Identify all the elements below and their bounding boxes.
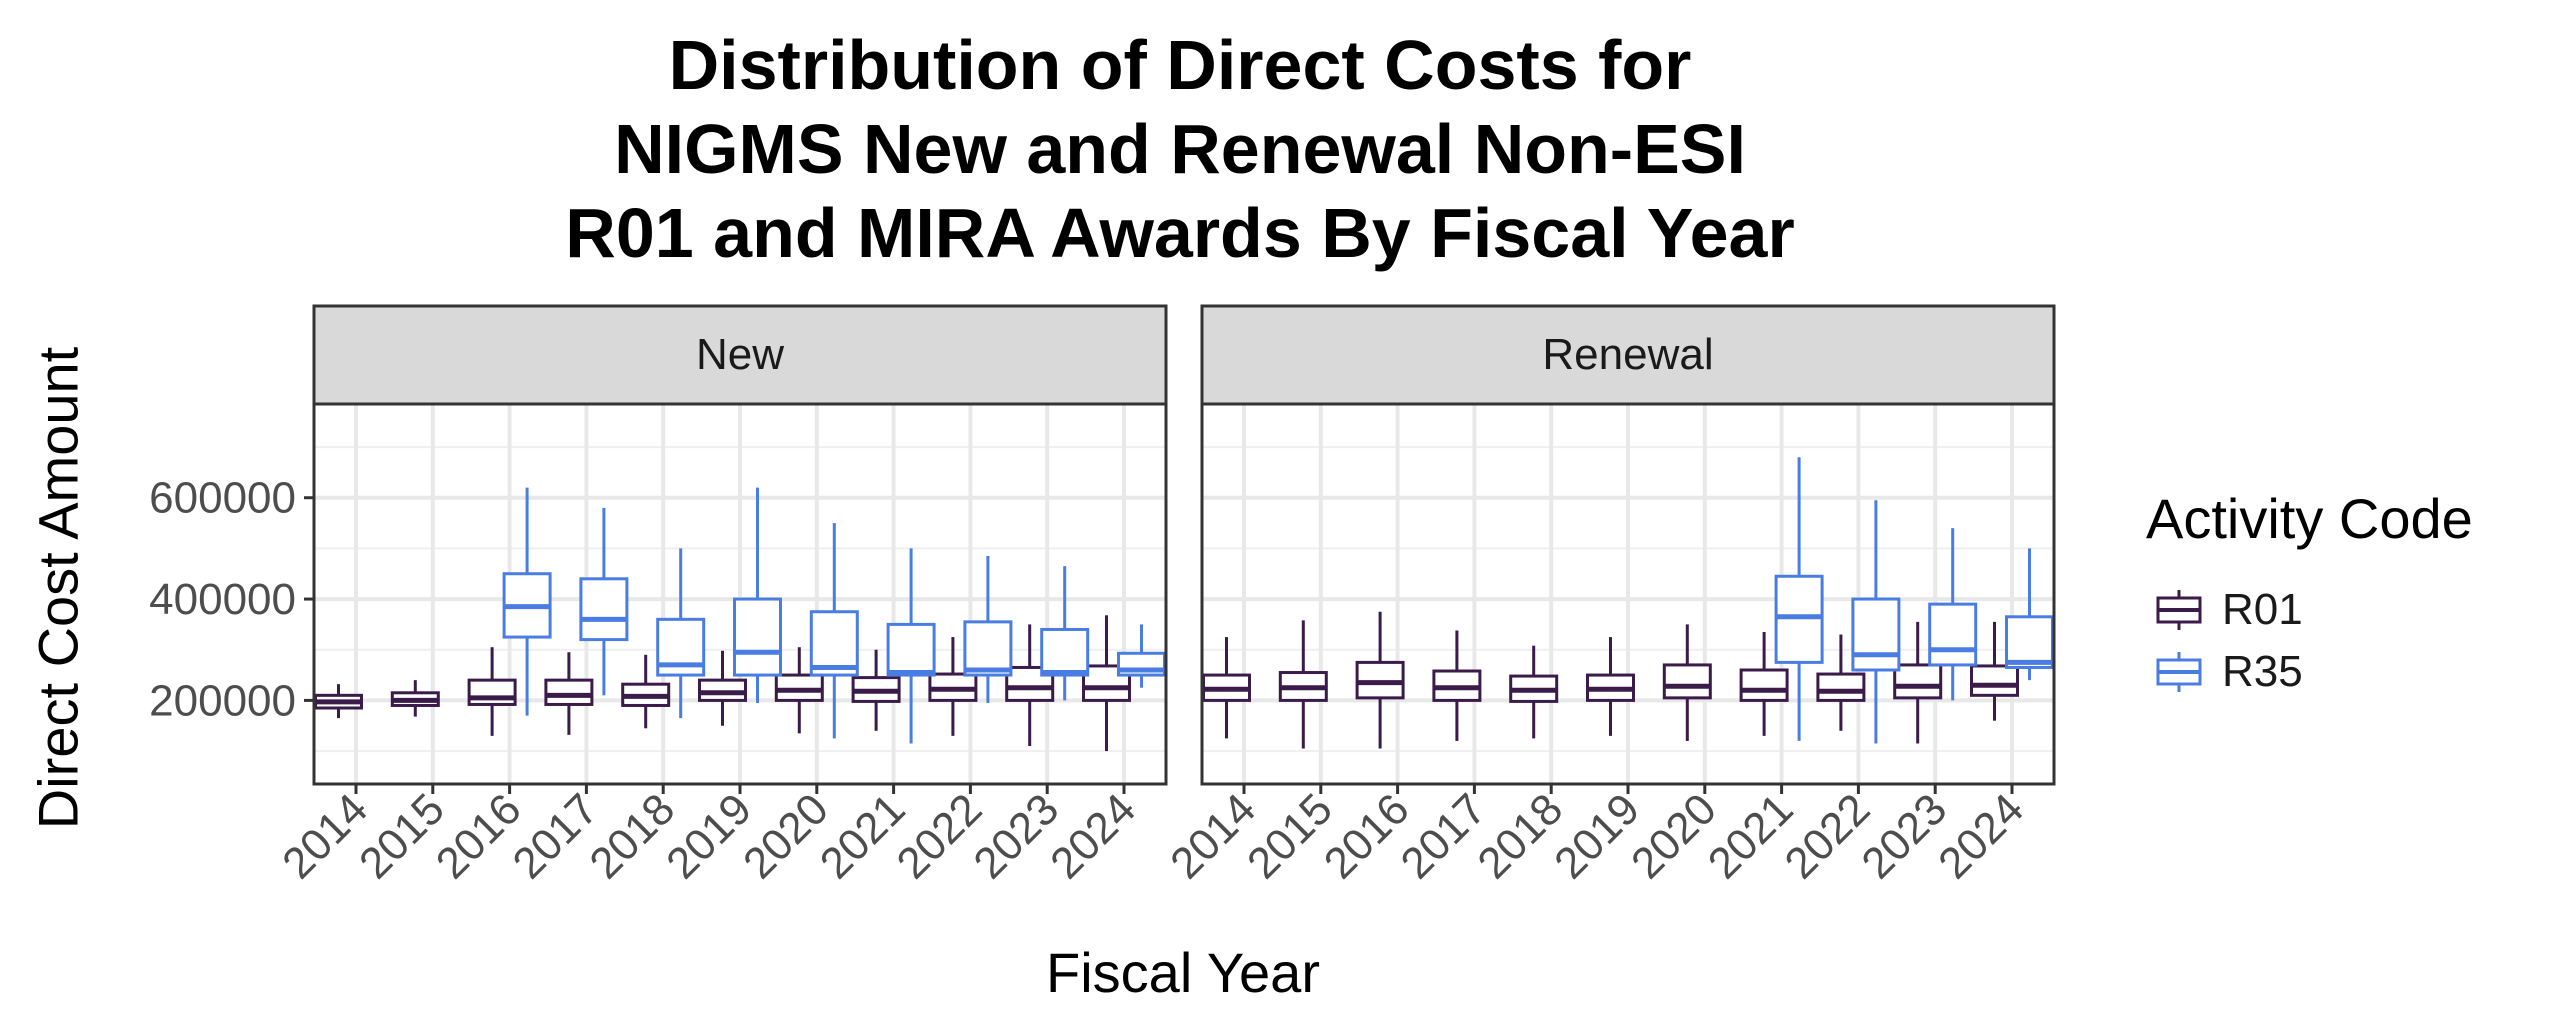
x-tick-label: 2020 bbox=[1622, 784, 1726, 888]
box-iqr bbox=[1851, 597, 1901, 672]
box-iqr bbox=[579, 577, 629, 642]
box-iqr bbox=[1040, 627, 1090, 677]
box-iqr bbox=[886, 622, 936, 677]
box-new-r01-2024 bbox=[1082, 615, 1131, 752]
chart-title-line-3: R01 and MIRA Awards By Fiscal Year bbox=[565, 194, 1795, 272]
x-tick-label: 2018 bbox=[580, 784, 684, 888]
panel-border bbox=[1200, 402, 2056, 786]
box-renewal-r01-2015 bbox=[1278, 620, 1328, 749]
y-tick-label: 600000 bbox=[149, 474, 296, 523]
box-iqr bbox=[1928, 602, 1978, 667]
box-iqr bbox=[774, 673, 824, 702]
x-tick-label: 2014 bbox=[1161, 784, 1265, 888]
box-new-r35-2018 bbox=[656, 548, 706, 719]
box-renewal-r01-2019 bbox=[1586, 637, 1635, 736]
box-new-r01-2020 bbox=[774, 647, 824, 734]
box-new-r35-2019 bbox=[733, 487, 782, 703]
box-new-r35-2021 bbox=[886, 548, 936, 744]
x-tick-label: 2019 bbox=[1545, 784, 1649, 888]
box-renewal-r01-2023 bbox=[1893, 621, 1943, 744]
box-iqr bbox=[544, 678, 594, 706]
x-tick-label: 2017 bbox=[1392, 784, 1496, 888]
facet-strip bbox=[1200, 304, 2056, 406]
x-tick-label: 2022 bbox=[888, 784, 992, 888]
legend-item-r35: R35 bbox=[2156, 647, 2303, 696]
x-axis-title: Fiscal Year bbox=[1046, 941, 1320, 1004]
y-axis-title: Direct Cost Amount bbox=[26, 346, 90, 830]
x-tick-label: 2020 bbox=[734, 784, 838, 888]
x-tick-label: 2024 bbox=[1929, 784, 2033, 888]
box-new-r01-2022 bbox=[928, 637, 978, 736]
x-tick-label: 2023 bbox=[964, 784, 1068, 888]
y-tick-label: 200000 bbox=[149, 676, 296, 725]
box-renewal-r01-2022 bbox=[1816, 634, 1866, 731]
panel-border bbox=[312, 402, 1168, 786]
legend-item-r01: R01 bbox=[2156, 585, 2303, 634]
x-tick-label: 2018 bbox=[1468, 784, 1572, 888]
x-tick-label: 2015 bbox=[350, 784, 454, 888]
x-tick-label: 2016 bbox=[1315, 784, 1419, 888]
x-tick-label: 2019 bbox=[657, 784, 761, 888]
x-tick-label: 2023 bbox=[1852, 784, 1956, 888]
box-new-r35-2016 bbox=[502, 487, 552, 716]
box-iqr bbox=[1774, 574, 1824, 664]
box-iqr bbox=[733, 597, 782, 677]
box-new-r35-2020 bbox=[809, 523, 859, 739]
box-iqr bbox=[1355, 660, 1405, 700]
box-iqr bbox=[2005, 615, 2054, 669]
x-tick-label: 2017 bbox=[504, 784, 608, 888]
box-new-r01-2021 bbox=[851, 649, 901, 731]
box-iqr bbox=[698, 678, 747, 702]
x-tick-label: 2021 bbox=[1699, 784, 1803, 888]
box-renewal-r01-2016 bbox=[1355, 611, 1405, 749]
box-renewal-r35-2023 bbox=[1928, 528, 1978, 701]
facet-strip bbox=[312, 304, 1168, 406]
box-iqr bbox=[467, 678, 517, 706]
x-tick-label: 2024 bbox=[1041, 784, 1145, 888]
box-new-r35-2017 bbox=[579, 507, 629, 696]
box-iqr bbox=[1816, 672, 1866, 702]
box-renewal-r01-2020 bbox=[1662, 624, 1712, 741]
facet-label-renewal: Renewal bbox=[1542, 330, 1714, 379]
box-renewal-r01-2017 bbox=[1432, 630, 1482, 741]
box-iqr bbox=[1739, 668, 1789, 702]
box-renewal-r01-2024 bbox=[1970, 621, 2019, 721]
legend-title: Activity Code bbox=[2146, 487, 2473, 550]
box-iqr bbox=[809, 610, 859, 677]
box-new-r35-2023 bbox=[1040, 566, 1090, 701]
legend-key-r01 bbox=[2156, 590, 2202, 630]
box-renewal-r01-2018 bbox=[1509, 645, 1559, 739]
legend-label-r01: R01 bbox=[2222, 585, 2303, 634]
facet-label-new: New bbox=[695, 330, 785, 379]
chart-title-line-2: NIGMS New and Renewal Non-ESI bbox=[614, 110, 1746, 188]
box-iqr bbox=[1970, 664, 2019, 697]
x-tick-label: 2016 bbox=[427, 784, 531, 888]
legend-label-r35: R35 bbox=[2222, 647, 2303, 696]
box-iqr bbox=[1893, 663, 1943, 700]
box-iqr bbox=[963, 620, 1013, 677]
x-tick-label: 2022 bbox=[1776, 784, 1880, 888]
box-iqr bbox=[1662, 663, 1712, 700]
box-iqr bbox=[1082, 664, 1131, 702]
box-new-r01-2015 bbox=[390, 680, 440, 717]
x-tick-label: 2021 bbox=[811, 784, 915, 888]
box-new-r01-2018 bbox=[621, 654, 671, 729]
box-new-r35-2022 bbox=[963, 556, 1013, 703]
box-renewal-r01-2021 bbox=[1739, 632, 1789, 736]
x-tick-label: 2014 bbox=[273, 784, 377, 888]
box-new-r01-2016 bbox=[467, 647, 517, 736]
box-renewal-r35-2021 bbox=[1774, 457, 1824, 741]
chart-title-line-1: Distribution of Direct Costs for bbox=[668, 26, 1692, 104]
y-tick-label: 400000 bbox=[149, 575, 296, 624]
legend-key-r35 bbox=[2156, 652, 2202, 692]
x-tick-label: 2015 bbox=[1238, 784, 1342, 888]
box-new-r01-2017 bbox=[544, 652, 594, 735]
box-new-r01-2019 bbox=[698, 650, 747, 726]
box-renewal-r35-2022 bbox=[1851, 500, 1901, 744]
box-new-r01-2014 bbox=[314, 684, 363, 719]
